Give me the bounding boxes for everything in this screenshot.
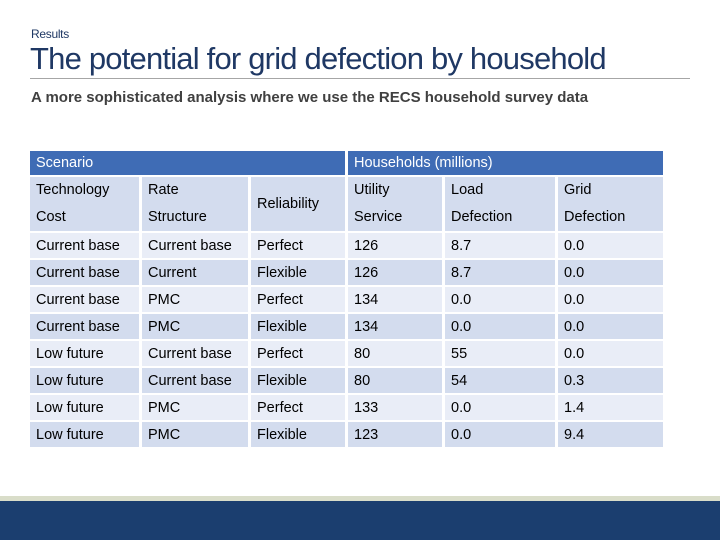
column-header-row: Technology Cost Rate Structure Reliability… bbox=[30, 177, 666, 233]
utility-service-cell: 134 bbox=[348, 314, 445, 341]
grid-defection-cell: 0.0 bbox=[558, 287, 666, 314]
grid-defection-cell: 0.0 bbox=[558, 233, 666, 260]
page-title: The potential for grid defection by hous… bbox=[30, 41, 607, 76]
technology-cost-cell: Low future bbox=[30, 341, 142, 368]
column-header-utility-service: Utility Service bbox=[348, 177, 445, 233]
reliability-cell: Flexible bbox=[251, 314, 348, 341]
grid-defection-cell: 1.4 bbox=[558, 395, 666, 422]
column-header-technology-cost: Technology Cost bbox=[30, 177, 142, 233]
utility-service-cell: 134 bbox=[348, 287, 445, 314]
table-row: Low future Current base Perfect 80 55 0.0 bbox=[30, 341, 666, 368]
load-defection-cell: 55 bbox=[445, 341, 558, 368]
reliability-cell: Flexible bbox=[251, 260, 348, 287]
load-defection-cell: 8.7 bbox=[445, 260, 558, 287]
rate-structure-cell: PMC bbox=[142, 395, 251, 422]
reliability-cell: Perfect bbox=[251, 233, 348, 260]
utility-service-cell: 80 bbox=[348, 368, 445, 395]
grid-defection-cell: 0.0 bbox=[558, 341, 666, 368]
table-row: Current base Current Flexible 126 8.7 0.0 bbox=[30, 260, 666, 287]
column-header-grid-defection: Grid Defection bbox=[558, 177, 666, 233]
reliability-cell: Perfect bbox=[251, 395, 348, 422]
reliability-cell: Perfect bbox=[251, 341, 348, 368]
rate-structure-cell: Current base bbox=[142, 341, 251, 368]
load-defection-cell: 8.7 bbox=[445, 233, 558, 260]
page-subtitle: A more sophisticated analysis where we u… bbox=[31, 89, 589, 106]
grid-defection-cell: 9.4 bbox=[558, 422, 666, 449]
technology-cost-cell: Current base bbox=[30, 233, 142, 260]
technology-cost-cell: Low future bbox=[30, 395, 142, 422]
grid-defection-cell: 0.0 bbox=[558, 314, 666, 341]
technology-cost-cell: Low future bbox=[30, 422, 142, 449]
column-header-reliability: Reliability bbox=[251, 177, 348, 233]
utility-service-cell: 123 bbox=[348, 422, 445, 449]
technology-cost-cell: Current base bbox=[30, 314, 142, 341]
rate-structure-cell: PMC bbox=[142, 422, 251, 449]
load-defection-cell: 0.0 bbox=[445, 395, 558, 422]
column-header-load-defection: Load Defection bbox=[445, 177, 558, 233]
section-label: Results bbox=[31, 27, 69, 41]
table-row: Low future Current base Flexible 80 54 0.3 bbox=[30, 368, 666, 395]
group-header-row: Scenario Households (millions) bbox=[30, 151, 666, 177]
utility-service-cell: 80 bbox=[348, 341, 445, 368]
technology-cost-cell: Low future bbox=[30, 368, 142, 395]
table-row: Low future PMC Perfect 133 0.0 1.4 bbox=[30, 395, 666, 422]
reliability-cell: Flexible bbox=[251, 368, 348, 395]
utility-service-cell: 126 bbox=[348, 233, 445, 260]
utility-service-cell: 133 bbox=[348, 395, 445, 422]
technology-cost-cell: Current base bbox=[30, 260, 142, 287]
households-group-header: Households (millions) bbox=[348, 151, 666, 177]
scenario-group-header: Scenario bbox=[30, 151, 348, 177]
rate-structure-cell: Current bbox=[142, 260, 251, 287]
technology-cost-cell: Current base bbox=[30, 287, 142, 314]
footer-accent-line bbox=[0, 496, 720, 501]
grid-defection-cell: 0.3 bbox=[558, 368, 666, 395]
load-defection-cell: 0.0 bbox=[445, 422, 558, 449]
load-defection-cell: 54 bbox=[445, 368, 558, 395]
table-row: Current base PMC Flexible 134 0.0 0.0 bbox=[30, 314, 666, 341]
utility-service-cell: 126 bbox=[348, 260, 445, 287]
load-defection-cell: 0.0 bbox=[445, 287, 558, 314]
footer-bar bbox=[0, 501, 720, 540]
table-row: Current base Current base Perfect 126 8.7 0.0 bbox=[30, 233, 666, 260]
rate-structure-cell: Current base bbox=[142, 233, 251, 260]
table-row: Current base PMC Perfect 134 0.0 0.0 bbox=[30, 287, 666, 314]
table-row: Low future PMC Flexible 123 0.0 9.4 bbox=[30, 422, 666, 449]
column-header-rate-structure: Rate Structure bbox=[142, 177, 251, 233]
rate-structure-cell: PMC bbox=[142, 287, 251, 314]
title-divider bbox=[30, 78, 690, 79]
reliability-cell: Flexible bbox=[251, 422, 348, 449]
grid-defection-cell: 0.0 bbox=[558, 260, 666, 287]
load-defection-cell: 0.0 bbox=[445, 314, 558, 341]
reliability-cell: Perfect bbox=[251, 287, 348, 314]
rate-structure-cell: Current base bbox=[142, 368, 251, 395]
results-table: Scenario Households (millions) Technolog… bbox=[30, 151, 666, 449]
rate-structure-cell: PMC bbox=[142, 314, 251, 341]
